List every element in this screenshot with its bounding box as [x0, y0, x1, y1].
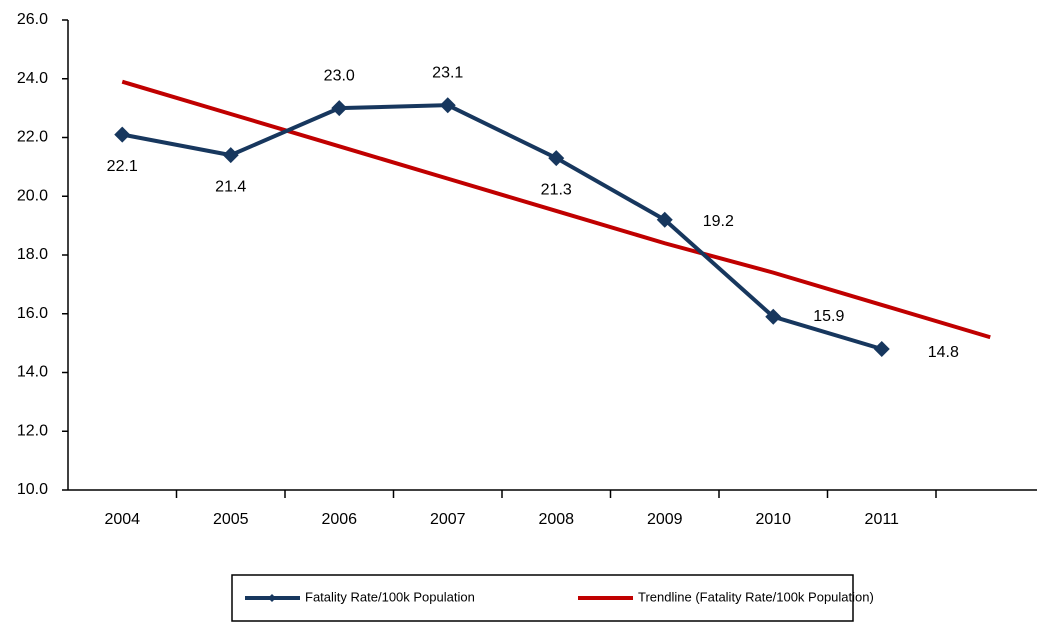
x-tick-label: 2005	[213, 511, 249, 528]
series-line	[121, 103, 883, 351]
y-tick-label: 12.0	[17, 422, 48, 439]
data-label: 21.3	[541, 181, 572, 198]
data-point	[548, 150, 565, 167]
x-tick-label: 2011	[865, 511, 900, 528]
y-tick-label: 26.0	[17, 11, 48, 28]
x-tick-label: 2004	[104, 511, 140, 528]
y-tick-label: 22.0	[17, 129, 48, 146]
data-label: 23.0	[324, 67, 355, 84]
data-point	[656, 211, 673, 228]
x-tick-label: 2008	[538, 511, 574, 528]
data-label: 15.9	[813, 308, 844, 325]
data-label: 22.1	[107, 158, 138, 175]
data-point	[439, 97, 456, 114]
legend-box	[231, 574, 854, 622]
data-point	[873, 341, 890, 357]
y-tick-label: 14.0	[17, 364, 48, 381]
data-label: 21.4	[215, 178, 246, 195]
y-tick-label: 24.0	[17, 70, 48, 87]
legend-label: Trendline (Fatality Rate/100k Population…	[638, 589, 874, 604]
data-point	[114, 126, 131, 143]
y-tick-label: 16.0	[17, 305, 48, 322]
x-tick-label: 2010	[755, 511, 791, 528]
data-label: 19.2	[703, 213, 734, 230]
y-tick-label: 10.0	[17, 481, 48, 498]
data-point	[765, 308, 782, 325]
x-tick-label: 2009	[647, 511, 683, 528]
legend-marker	[268, 594, 276, 602]
y-tick-label: 18.0	[17, 246, 48, 263]
x-tick-label: 2007	[430, 511, 466, 528]
x-tick-label: 2006	[321, 511, 357, 528]
data-label: 23.1	[432, 64, 463, 81]
series-line	[121, 79, 991, 340]
y-tick-label: 20.0	[17, 187, 48, 204]
data-label: 14.8	[928, 344, 959, 361]
data-point	[331, 100, 348, 117]
data-point	[222, 147, 239, 164]
legend-label: Fatality Rate/100k Population	[305, 589, 475, 604]
